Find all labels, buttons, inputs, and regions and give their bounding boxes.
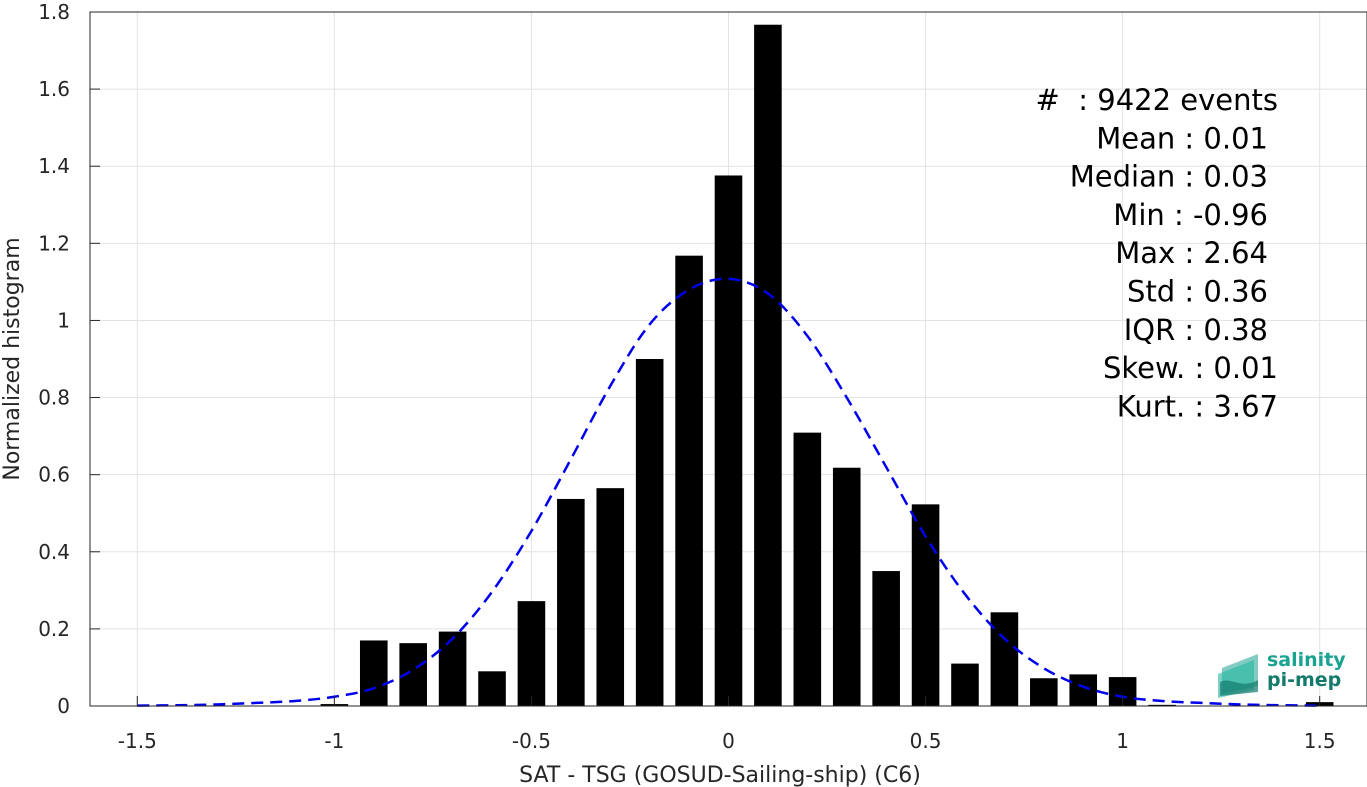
stat-line-4: Max : 2.64 <box>1115 236 1268 270</box>
stat-line-2: Median : 0.03 <box>1070 160 1268 194</box>
stat-line-0: # : 9422 events <box>1036 83 1278 117</box>
histogram-bar-6 <box>557 498 585 706</box>
y-tick-label-1: 0.2 <box>38 617 70 641</box>
histogram-bar-7 <box>596 488 625 706</box>
histogram-bars <box>320 24 1334 707</box>
y-tick-label-0: 0 <box>57 694 70 718</box>
histogram-bar-16 <box>951 663 979 706</box>
x-tick-label-0: -1.5 <box>118 729 157 753</box>
histogram-bar-10 <box>714 175 743 706</box>
x-axis-label: SAT - TSG (GOSUD-Sailing-ship) (C6) <box>519 763 921 787</box>
y-tick-label-8: 1.6 <box>38 77 70 101</box>
y-tick-label-6: 1.2 <box>38 231 70 255</box>
x-tick-label-1: -1 <box>324 729 344 753</box>
logo-text-pimep: pi-mep <box>1267 669 1341 691</box>
stat-line-7: Skew. : 0.01 <box>1103 351 1278 385</box>
x-tick-label-5: 1 <box>1116 729 1129 753</box>
y-tick-label-3: 0.6 <box>38 463 70 487</box>
y-tick-labels: 0 0.2 0.4 0.6 0.8 1 1.2 1.4 1.6 1.8 <box>38 0 70 718</box>
y-tick-label-9: 1.8 <box>38 0 70 24</box>
histogram-bar-18 <box>1030 678 1058 706</box>
salinity-pimep-logo: salinity pi-mep <box>1218 649 1346 698</box>
stat-line-3: Min : -0.96 <box>1113 198 1268 232</box>
logo-text-salinity: salinity <box>1267 649 1346 671</box>
normal-fit-curve <box>137 277 1320 707</box>
histogram-bar-17 <box>990 612 1019 706</box>
statistics-annotation: # : 9422 events Mean : 0.01 Median : 0.03 M… <box>1036 83 1278 423</box>
x-tick-label-3: 0 <box>722 729 735 753</box>
histogram-bar-8 <box>635 359 664 706</box>
y-tick-label-5: 1 <box>57 308 70 332</box>
stat-line-5: Std : 0.36 <box>1127 275 1268 309</box>
y-tick-label-2: 0.4 <box>38 540 70 564</box>
y-tick-label-4: 0.8 <box>38 386 70 410</box>
logo-waves-icon <box>1218 654 1258 698</box>
histogram-bar-5 <box>517 601 546 706</box>
histogram-bar-19 <box>1069 674 1098 706</box>
stat-line-6: IQR : 0.38 <box>1124 313 1268 347</box>
y-tick-label-7: 1.4 <box>38 154 70 178</box>
stat-line-1: Mean : 0.01 <box>1096 121 1268 155</box>
x-tick-labels: -1.5 -1 -0.5 0 0.5 1 1.5 <box>118 729 1336 753</box>
histogram-bar-12 <box>793 432 822 706</box>
histogram-bar-11 <box>754 24 782 707</box>
histogram-bar-14 <box>872 571 900 706</box>
histogram-bar-13 <box>832 467 861 706</box>
stat-line-8: Kurt. : 3.67 <box>1117 389 1278 423</box>
x-tick-label-2: -0.5 <box>512 729 551 753</box>
histogram-bar-9 <box>675 255 703 706</box>
histogram-bar-4 <box>478 671 506 706</box>
histogram-bar-3 <box>438 631 467 706</box>
axis-ticks <box>90 11 1321 707</box>
x-tick-label-4: 0.5 <box>910 729 942 753</box>
x-tick-label-6: 1.5 <box>1304 729 1336 753</box>
y-axis-label: Normalized histogram <box>0 237 25 480</box>
histogram-bar-21 <box>1148 704 1176 706</box>
histogram-bar-1 <box>359 640 388 706</box>
